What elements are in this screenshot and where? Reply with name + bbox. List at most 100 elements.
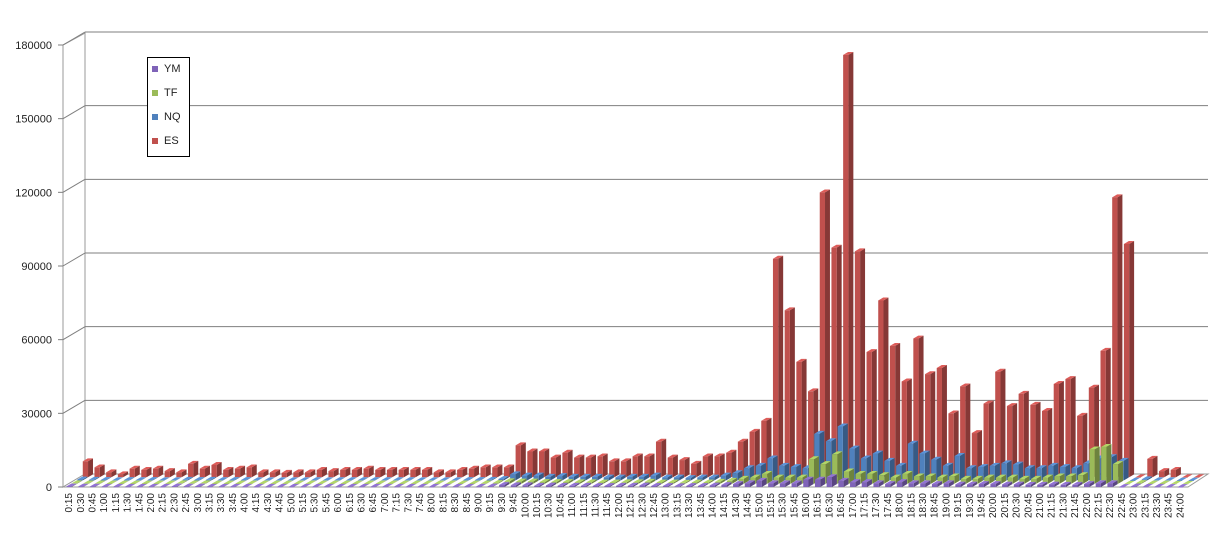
bar-nq [650, 475, 656, 481]
bar-top-tf [130, 480, 141, 484]
bar-top-nq [439, 477, 451, 481]
bar-side-ym [247, 483, 252, 487]
bar-side-es [661, 438, 667, 478]
bar-top-nq [428, 477, 439, 481]
bar-tf [375, 483, 382, 485]
legend-swatch-es [152, 138, 158, 144]
bar-top-nq [954, 453, 965, 456]
bar-es [340, 469, 346, 478]
bar-top-tf [785, 474, 796, 478]
bar-es [211, 464, 217, 478]
bar-top-nq [615, 474, 626, 478]
bar-top-es [714, 453, 725, 457]
bar-ym [651, 486, 657, 487]
bar-side-tf [837, 451, 843, 484]
bar-es [983, 403, 989, 478]
bar-nq [861, 458, 867, 481]
bar-side-es [825, 189, 830, 478]
bar-side-ym [106, 483, 112, 487]
x-tick-label: 15:30 [778, 493, 789, 518]
bar-top-es [515, 442, 526, 446]
bar-side-nq [725, 472, 731, 481]
bar-top-tf [340, 480, 352, 484]
bar-nq [919, 453, 925, 481]
bar-side-nq [421, 477, 427, 481]
x-tick-label: 1:15 [111, 493, 122, 513]
bar-top-nq [205, 476, 217, 480]
bar-top-ym [1083, 481, 1095, 485]
bar-ym [464, 486, 470, 488]
bar-side-tf [732, 477, 738, 484]
bar-ym [148, 486, 154, 488]
bar-ym [171, 486, 177, 488]
bar-ym [1095, 483, 1101, 487]
bar-side-es [860, 248, 866, 478]
bar-es [351, 469, 358, 478]
bar-ym [908, 483, 914, 487]
bar-top-es [457, 466, 468, 470]
bar-top-nq [1153, 477, 1164, 481]
bar-top-ym [814, 476, 826, 480]
bar-top-nq [790, 464, 802, 467]
bar-side-es [544, 448, 550, 478]
bar-top-es [691, 460, 702, 464]
x-tick-label: 23:15 [1140, 493, 1151, 518]
bar-side-es [848, 51, 854, 478]
bar-side-nq [129, 477, 135, 481]
bar-es [585, 457, 592, 478]
bar-nq [790, 466, 797, 481]
bar-tf [984, 477, 990, 484]
bar-top-es [913, 335, 924, 339]
bar-side-tf [299, 480, 305, 484]
x-tick-label: 10:30 [544, 493, 555, 518]
y-tick-label: 0 [46, 482, 52, 494]
bar-side-ym [141, 483, 147, 487]
bar-side-nq [714, 474, 720, 481]
bar-top-ym [230, 483, 241, 487]
bar-top-ym [721, 482, 732, 486]
bar-es [1112, 197, 1118, 478]
bar-top-tf [960, 475, 972, 479]
bar-es [1042, 410, 1048, 478]
bar-top-nq [521, 472, 533, 476]
bar-top-es [141, 466, 152, 470]
bar-top-es [433, 469, 444, 473]
bar-top-tf [469, 480, 480, 484]
bar-es [258, 472, 264, 478]
bar-side-es [251, 464, 257, 478]
bar-side-es [1117, 194, 1123, 478]
bar-side-nq [679, 474, 685, 481]
bar-top-nq [1165, 477, 1176, 481]
legend-item-es: ES [152, 134, 179, 148]
bar-top-ym [627, 482, 638, 486]
y-axis-tick-labels: 0 30000 60000 90000 120000 150000 180000 [15, 40, 52, 494]
bar-side-ym [562, 482, 568, 487]
x-tick-label: 24:00 [1175, 493, 1186, 518]
bar-side-es [263, 469, 269, 478]
bar-top-tf [71, 480, 82, 484]
bar-top-es [784, 307, 795, 311]
bar-side-tf [404, 480, 410, 484]
bar-nq [252, 480, 259, 481]
bar-es [644, 456, 650, 478]
bar-nq [510, 474, 516, 481]
x-tick-label: 14:15 [719, 493, 730, 518]
bar-side-nq [562, 473, 568, 481]
bar-es [1170, 469, 1176, 478]
bar-top-tf [633, 479, 644, 483]
bar-ym [194, 486, 201, 488]
bar-es [538, 451, 545, 478]
bar-nq [825, 441, 832, 481]
bar-top-nq [463, 477, 474, 481]
bar-side-es [708, 453, 713, 478]
bar-side-tf [790, 474, 796, 484]
bar-top-nq [170, 477, 182, 481]
x-tick-label: 17:15 [860, 493, 871, 518]
x-tick-label: 9:45 [509, 493, 520, 513]
bar-tf [340, 483, 347, 485]
x-tick-label: 21:00 [1035, 493, 1046, 518]
bar-side-nq [667, 474, 673, 481]
bar-top-ym [265, 483, 276, 487]
bar-nq [720, 475, 726, 481]
bar-top-tf [1031, 475, 1042, 479]
